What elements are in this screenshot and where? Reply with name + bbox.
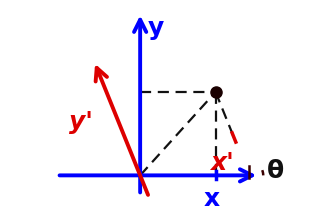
Text: y': y' bbox=[69, 110, 92, 134]
Text: x: x bbox=[204, 187, 220, 211]
Text: x': x' bbox=[210, 151, 234, 175]
Text: y: y bbox=[148, 16, 164, 40]
Text: θ: θ bbox=[267, 159, 284, 183]
